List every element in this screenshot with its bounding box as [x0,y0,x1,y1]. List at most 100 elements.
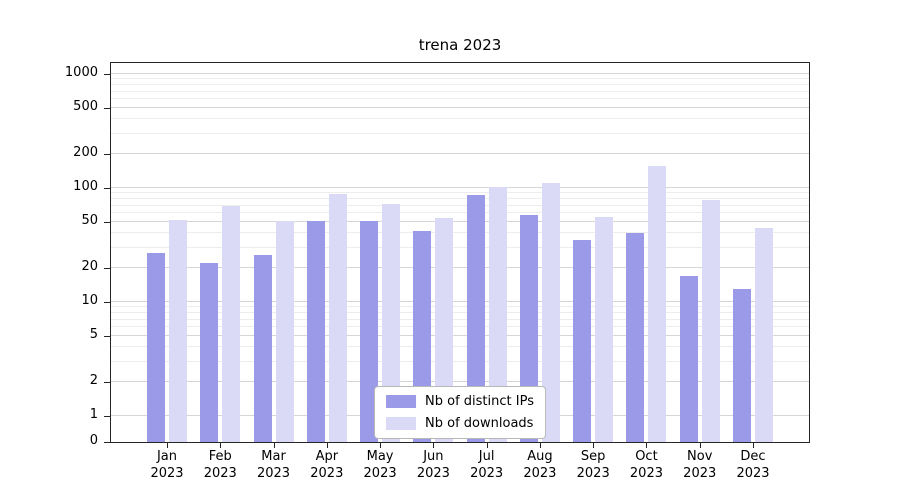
y-tick-label: 1 [89,407,98,422]
gridline-major [111,221,809,223]
x-tick-label: Sep 2023 [576,449,610,481]
gridline-minor [111,198,809,200]
gridline-minor [111,318,809,320]
y-tick-mark [104,108,110,110]
x-tick-mark [699,443,701,448]
x-tick-label: Dec 2023 [736,449,770,481]
x-tick-mark [486,443,488,448]
gridline-major [111,187,809,188]
bar-downloads [435,217,454,442]
gridline-minor [111,132,809,134]
y-tick-label: 20 [81,258,98,274]
gridline-major [111,73,809,74]
y-tick-label: 500 [73,99,98,115]
x-tick-label: Jul 2023 [470,449,504,481]
x-tick-label: Nov 2023 [683,449,717,481]
bar-distinct-ips [519,214,538,442]
gridline-minor [111,246,809,248]
y-tick-mark [104,222,110,224]
chart-title: trena 2023 [418,36,502,54]
y-tick-label: 50 [81,213,98,229]
y-tick-label: 0 [89,433,98,448]
x-tick-label: Mar 2023 [256,449,291,481]
bar-distinct-ips [253,254,272,442]
gridline-minor [111,360,809,362]
bar-downloads [328,194,347,442]
y-tick-mark [104,302,110,303]
gridline-minor [111,312,809,314]
bar-downloads [382,204,401,442]
gridlines [111,63,809,442]
x-tick-mark [593,443,595,448]
gridline-minor [111,98,809,100]
bar-distinct-ips [466,195,485,442]
bar-downloads [275,221,294,442]
legend-item-downloads: Nb of downloads [386,416,534,431]
x-tick-mark [380,443,382,448]
y-tick-mark [104,416,110,417]
bar-downloads [701,200,720,442]
gridline-major [111,107,809,109]
bar-downloads [541,183,560,442]
y-tick-label: 200 [73,144,98,160]
y-tick-label: 10 [81,293,98,308]
gridline-minor [111,84,809,86]
bar-distinct-ips [679,275,698,442]
x-tick-mark [167,443,168,448]
bar-distinct-ips [626,233,645,442]
gridline-minor [111,212,809,214]
x-tick-label: Jun 2023 [416,449,450,481]
legend-label-distinct-ips: Nb of distinct IPs [425,394,534,409]
plot-area: Nb of distinct IPs Nb of downloads [110,62,810,443]
bar-downloads [488,186,507,442]
legend-label-downloads: Nb of downloads [425,416,534,431]
gridline-major [111,335,809,337]
bar-distinct-ips [733,289,751,442]
gridline-minor [111,118,809,120]
gridline-minor [111,90,809,92]
x-tick-mark [433,443,435,448]
x-tick-label: Feb 2023 [203,449,237,481]
x-tick-label: Jan 2023 [150,449,184,481]
y-tick-mark [104,267,110,269]
y-tick-label: 5 [89,327,98,343]
x-tick-label: Oct 2023 [629,449,663,481]
bar-downloads [222,205,241,442]
gridline-major [111,266,809,268]
gridline-minor [111,346,809,348]
gridline-minor [111,306,809,308]
bar-downloads [169,220,187,442]
y-tick-mark [104,153,110,155]
legend: Nb of distinct IPs Nb of downloads [374,386,546,439]
legend-swatch-downloads [386,417,417,430]
gridline-minor [111,232,809,234]
y-tick-mark [104,188,110,189]
x-tick-mark [220,443,222,448]
gridline-minor [111,192,809,194]
gridline-minor [111,78,809,80]
y-tick-label: 1000 [64,65,98,80]
y-tick-mark [104,442,110,443]
x-tick-mark [539,443,541,448]
x-tick-label: Aug 2023 [523,449,557,481]
gridline-major [111,380,809,382]
bar-distinct-ips [200,262,219,442]
y-tick-label: 100 [73,179,98,194]
x-tick-mark [753,443,754,448]
y-tick-mark [104,336,110,338]
gridline-minor [111,204,809,206]
gridline-minor [111,326,809,328]
x-tick-label: Apr 2023 [310,449,344,481]
y-tick-label: 2 [89,372,98,388]
bar-distinct-ips [573,239,592,442]
legend-swatch-distinct-ips [386,395,417,408]
legend-item-distinct-ips: Nb of distinct IPs [386,394,534,409]
y-tick-mark [104,74,110,75]
x-tick-mark [646,443,648,448]
x-tick-mark [273,443,275,448]
bar-distinct-ips [360,221,379,442]
bar-distinct-ips [147,252,165,442]
bar-downloads [648,166,667,442]
bars-layer [111,63,809,442]
